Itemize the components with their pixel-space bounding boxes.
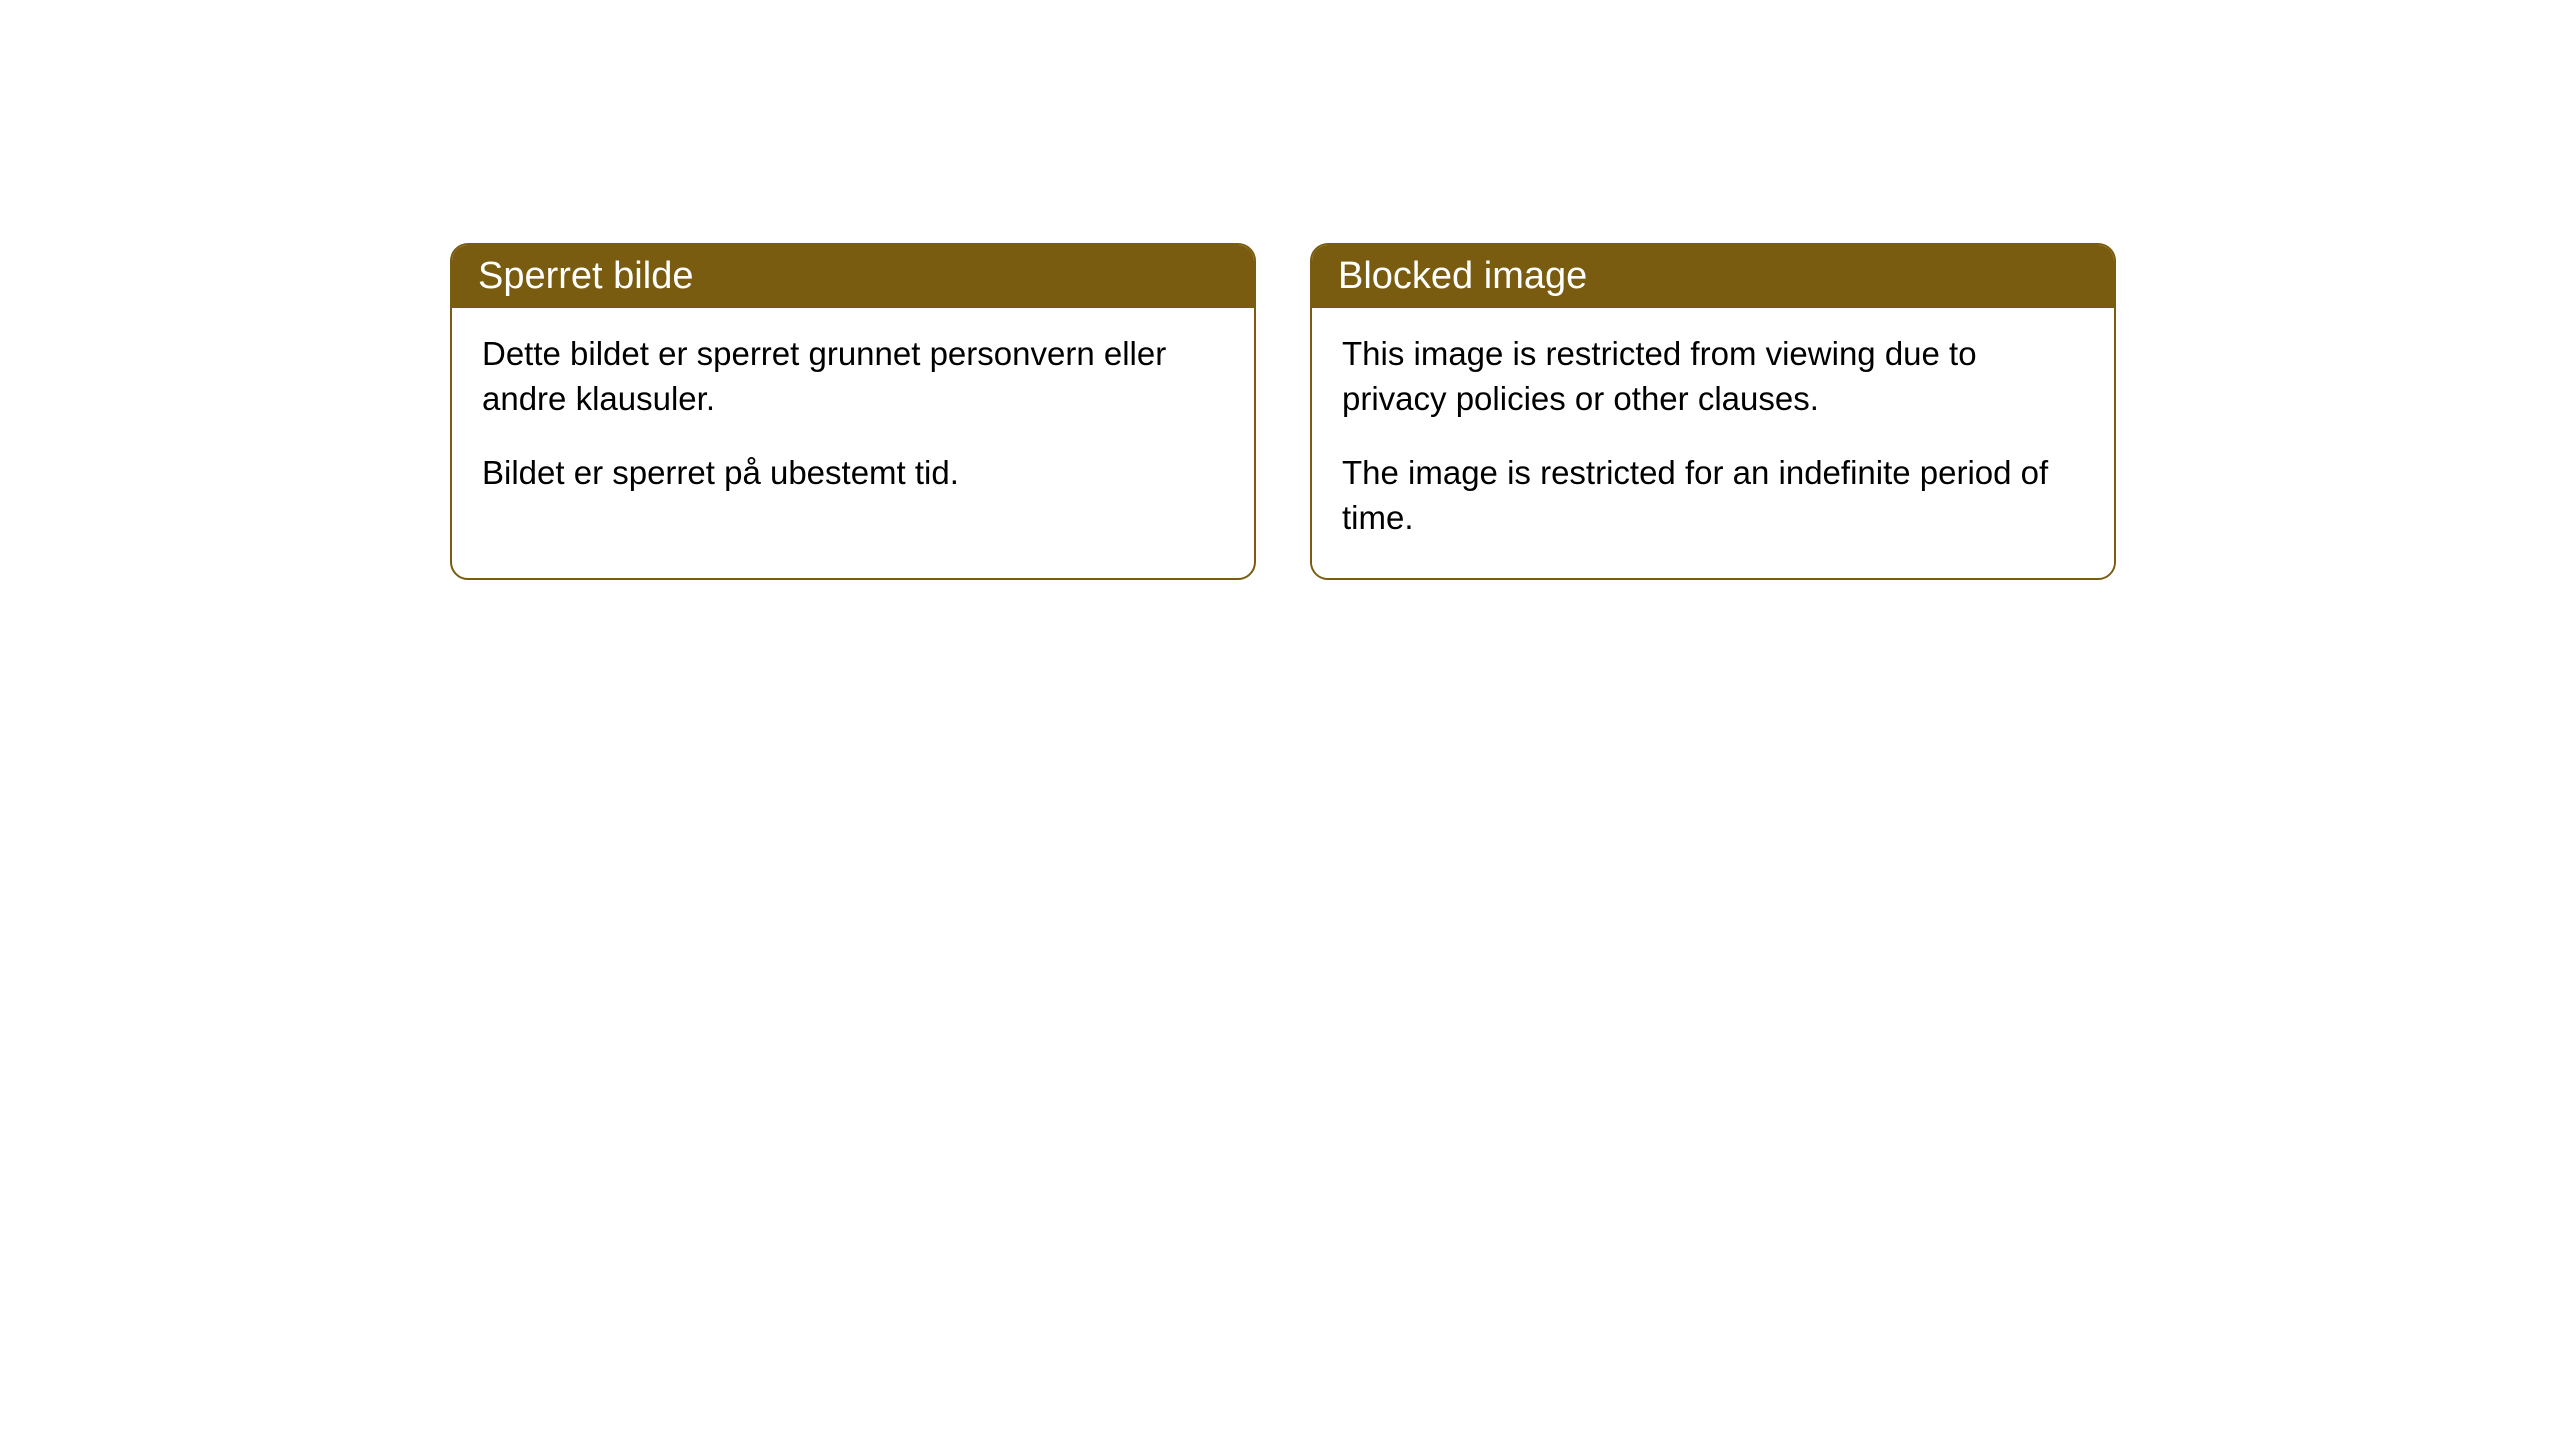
- card-paragraph: Bildet er sperret på ubestemt tid.: [482, 451, 1224, 496]
- card-paragraph: This image is restricted from viewing du…: [1342, 332, 2084, 421]
- card-paragraph: Dette bildet er sperret grunnet personve…: [482, 332, 1224, 421]
- card-header: Blocked image: [1312, 245, 2114, 308]
- card-body: This image is restricted from viewing du…: [1312, 308, 2114, 578]
- cards-container: Sperret bilde Dette bildet er sperret gr…: [450, 243, 2116, 580]
- blocked-image-card-norwegian: Sperret bilde Dette bildet er sperret gr…: [450, 243, 1256, 580]
- card-body: Dette bildet er sperret grunnet personve…: [452, 308, 1254, 534]
- blocked-image-card-english: Blocked image This image is restricted f…: [1310, 243, 2116, 580]
- card-header: Sperret bilde: [452, 245, 1254, 308]
- card-paragraph: The image is restricted for an indefinit…: [1342, 451, 2084, 540]
